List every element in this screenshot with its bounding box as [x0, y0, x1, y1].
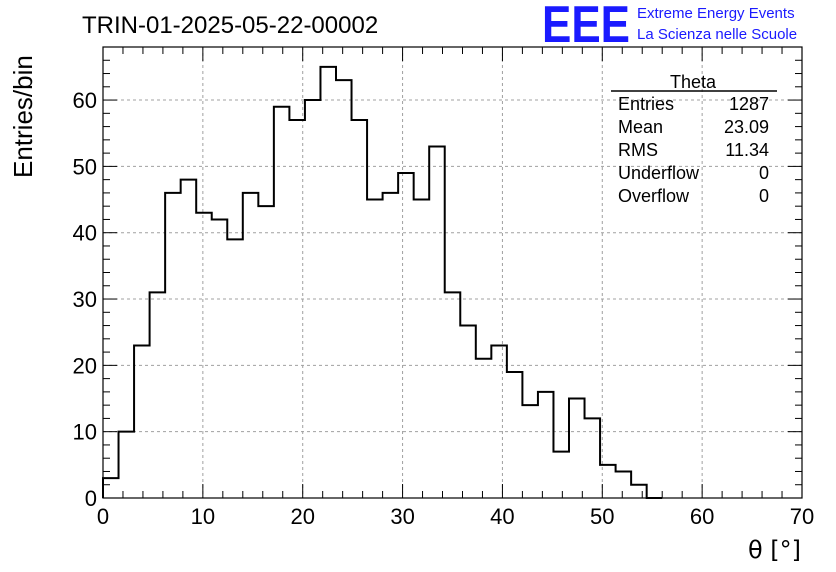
stats-title: Theta	[670, 72, 717, 92]
eee-logo: EEE Extreme Energy Events La Scienza nel…	[542, 0, 797, 54]
y-tick-label: 30	[73, 287, 97, 312]
logo-line2: La Scienza nelle Scuole	[637, 26, 797, 43]
stats-value: 1287	[729, 94, 769, 114]
x-tick-label: 30	[390, 504, 414, 529]
y-axis-label: Entries/bin	[8, 55, 38, 178]
logo-line1: Extreme Energy Events	[637, 5, 795, 22]
y-tick-label: 0	[85, 486, 97, 511]
x-tick-label: 50	[590, 504, 614, 529]
stats-value: 0	[759, 163, 769, 183]
y-tick-label: 40	[73, 221, 97, 246]
x-tick-label: 70	[790, 504, 814, 529]
stats-label: RMS	[618, 140, 658, 160]
stats-label: Underflow	[618, 163, 700, 183]
axis-ticks	[102, 46, 803, 499]
stats-box: Theta Entries 1287 Mean 23.09 RMS 11.34 Underf…	[611, 72, 777, 206]
grid	[103, 47, 802, 498]
x-tick-label: 10	[191, 504, 215, 529]
chart-title: TRIN-01-2025-05-22-00002	[82, 12, 378, 39]
stats-label: Overflow	[618, 186, 690, 206]
stats-label: Entries	[618, 94, 674, 114]
logo-mark: EEE	[542, 0, 630, 54]
x-tick-label: 40	[490, 504, 514, 529]
y-tick-label: 50	[73, 154, 97, 179]
stats-value: 23.09	[724, 117, 769, 137]
y-tick-label: 10	[73, 420, 97, 445]
x-axis-label: θ [°]	[748, 536, 801, 564]
histogram-series	[102, 65, 663, 499]
histogram-outline	[102, 65, 663, 499]
y-tick-labels: 0 10 20 30 40 50 60	[73, 88, 97, 511]
y-tick-label: 60	[73, 88, 97, 113]
stats-rows: Entries 1287 Mean 23.09 RMS 11.34 Underflow 0 Ov…	[618, 94, 769, 206]
stats-label: Mean	[618, 117, 663, 137]
x-tick-label: 20	[290, 504, 314, 529]
y-tick-label: 20	[73, 353, 97, 378]
x-tick-labels: 0 10 20 30 40 50 60 70	[97, 504, 814, 529]
stats-value: 11.34	[725, 140, 769, 160]
x-tick-label: 0	[97, 504, 109, 529]
stats-value: 0	[759, 186, 769, 206]
x-tick-label: 60	[690, 504, 714, 529]
